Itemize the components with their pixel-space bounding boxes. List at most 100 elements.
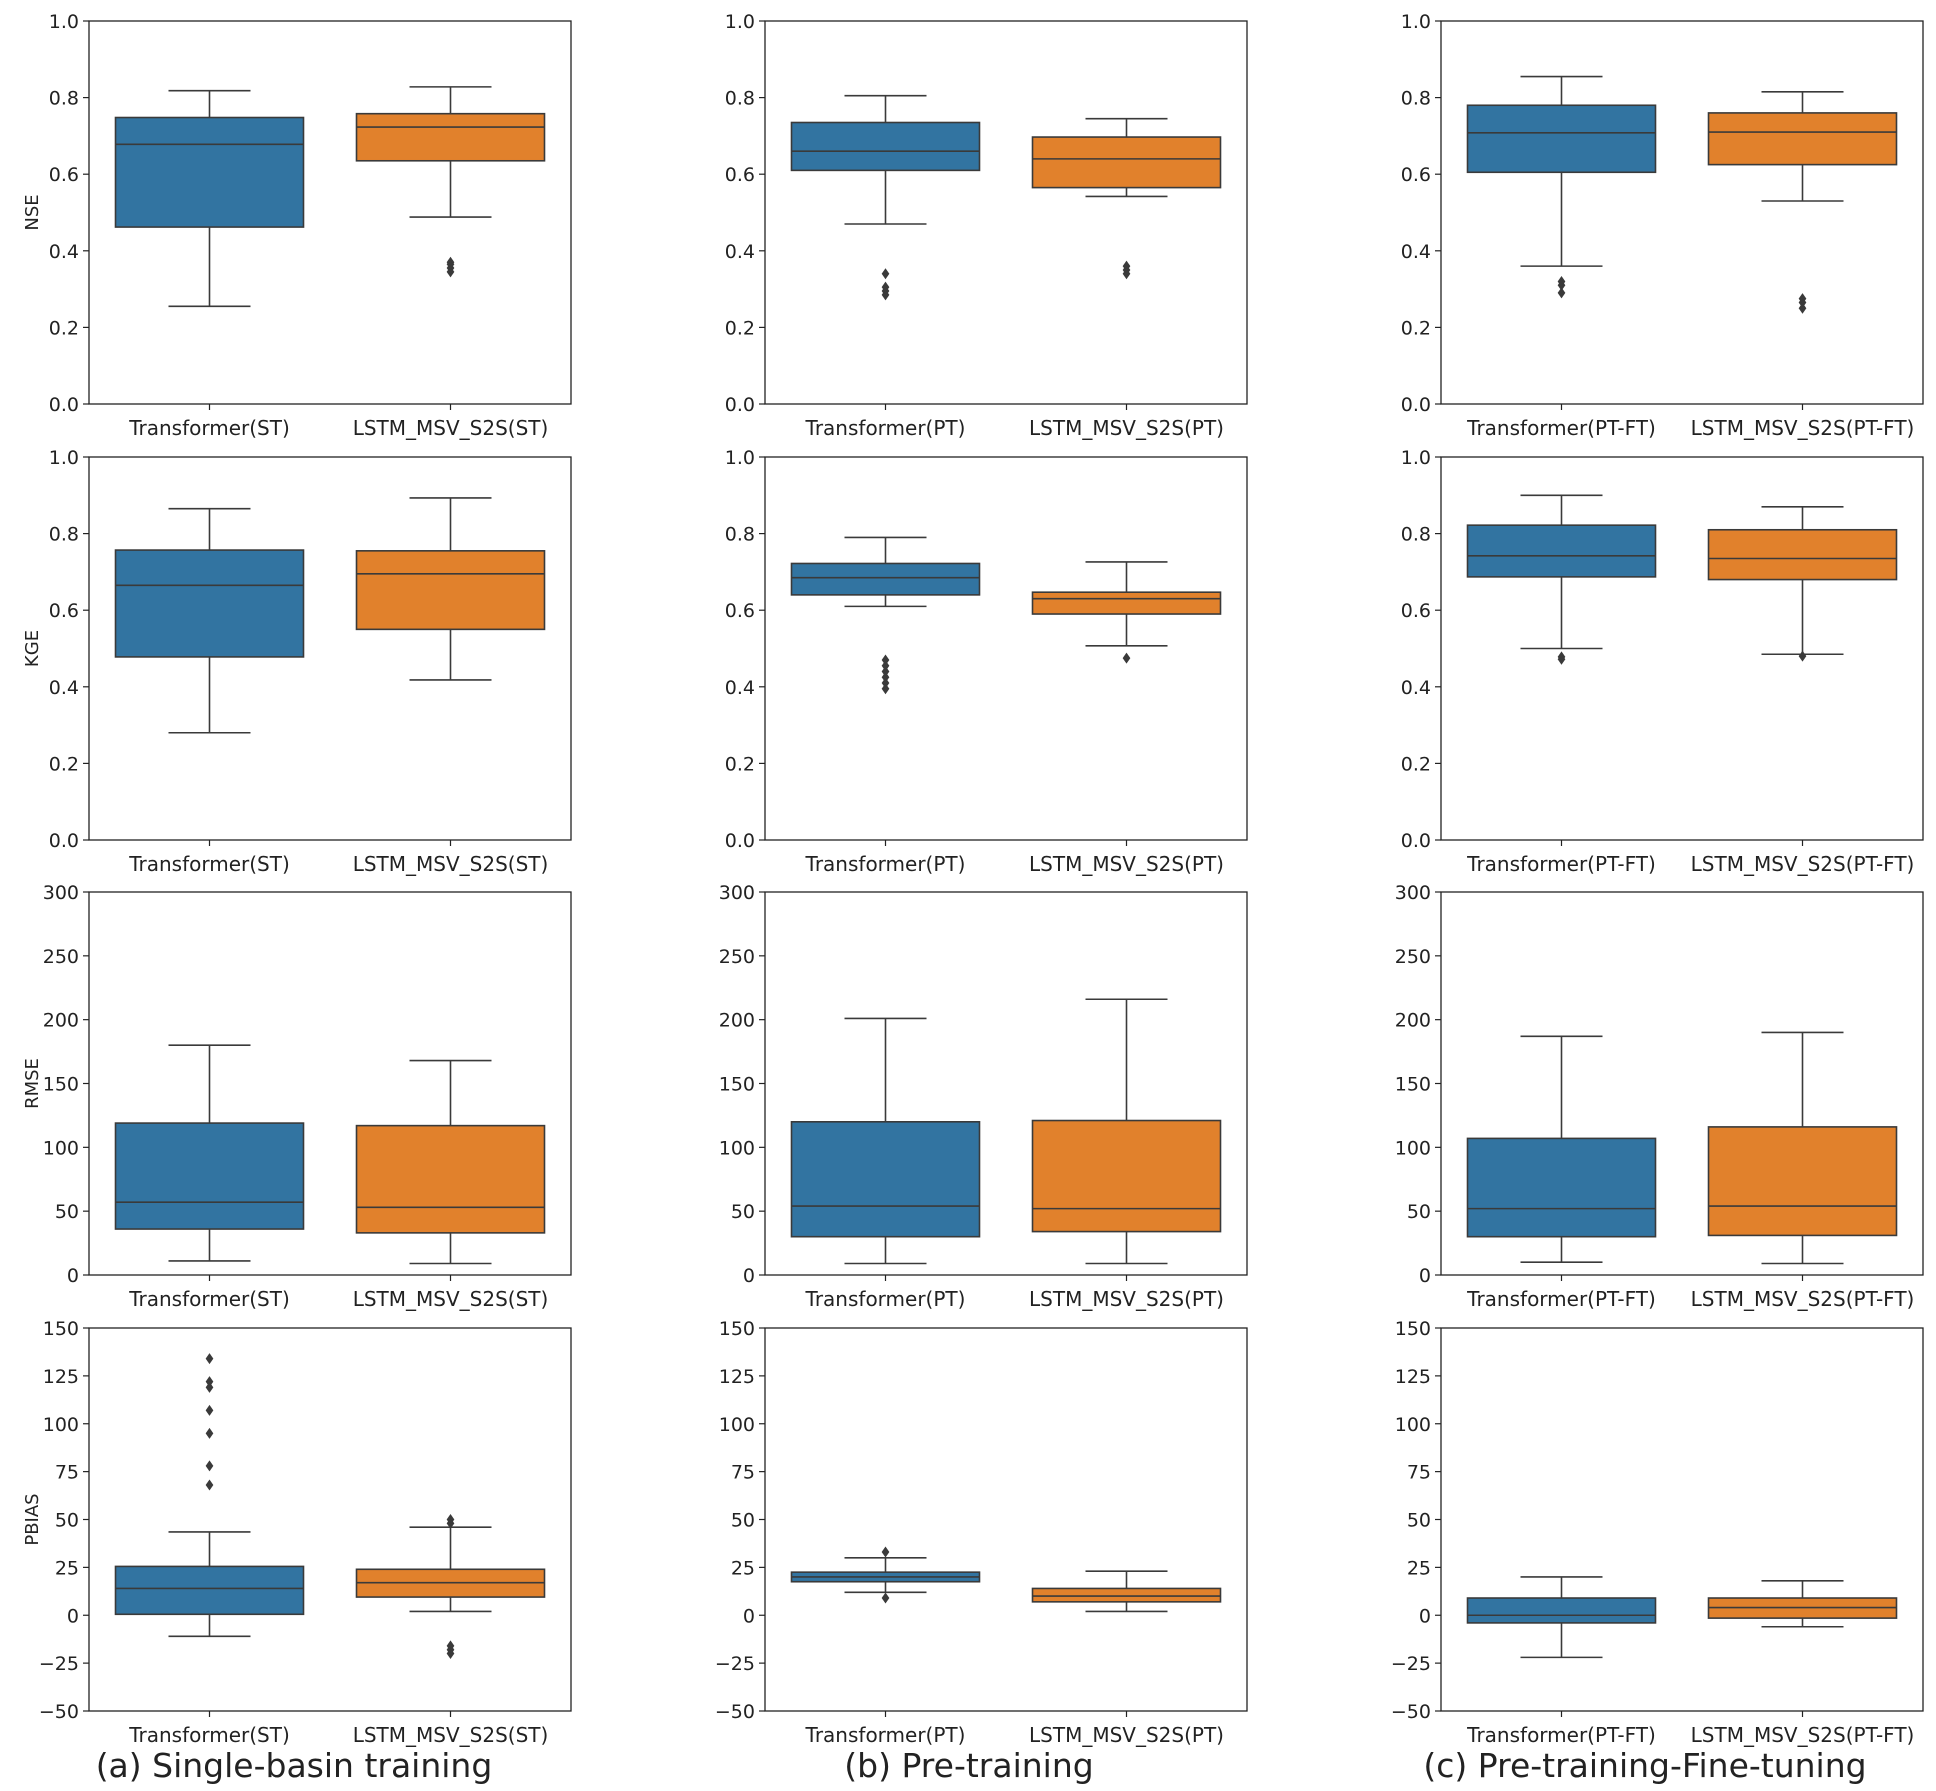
y-tick-label-pbias: −25 <box>1391 1653 1431 1675</box>
axes-frame <box>1440 456 1924 841</box>
x-category-label-lstm: LSTM_MSV_S2S(PT) <box>1029 1287 1224 1311</box>
y-tick-label-nse: 0.0 <box>725 394 755 416</box>
x-category-label-lstm: LSTM_MSV_S2S(PT) <box>1029 1723 1224 1747</box>
iqr-box <box>114 1122 305 1230</box>
box-nse-lstm <box>1031 117 1222 280</box>
x-category-label-transformer: Transformer(PT-FT) <box>1466 1723 1656 1747</box>
box-rmse-lstm <box>1031 998 1222 1265</box>
y-tick-label-kge: 0.8 <box>1401 524 1431 546</box>
outlier-point <box>205 1376 214 1388</box>
y-tick-label-pbias: 25 <box>1407 1557 1431 1579</box>
x-category-label-transformer: Transformer(PT) <box>805 1723 966 1747</box>
outlier-point <box>881 281 890 293</box>
x-category-label-transformer: Transformer(ST) <box>128 1723 290 1747</box>
y-tick-label-nse: 0.8 <box>725 88 755 110</box>
panel-nse-1: 0.0 0.2 0.4 0.6 0.8 1.0 NSE Transformer(ST) LSTM… <box>22 11 572 440</box>
box-pbias-transformer <box>114 1353 305 1638</box>
y-tick-label-nse: 1.0 <box>725 11 755 33</box>
y-tick-label-rmse: 250 <box>43 946 79 968</box>
x-category-label-transformer: Transformer(PT-FT) <box>1466 852 1656 876</box>
y-tick-label-pbias: −50 <box>39 1701 79 1723</box>
y-tick-label-kge: 0.4 <box>725 677 755 699</box>
y-tick-label-nse: 0.0 <box>49 394 79 416</box>
y-tick-label-rmse: 100 <box>719 1137 755 1159</box>
y-tick-label-kge: 0.0 <box>1401 830 1431 852</box>
outlier-point <box>205 1479 214 1491</box>
iqr-box <box>790 121 981 172</box>
caption-single-basin-training: (a) Single-basin training <box>96 1746 493 1785</box>
caption-pre-training: (b) Pre-training <box>844 1746 1093 1785</box>
outlier-point <box>881 683 890 695</box>
box-pbias-transformer <box>790 1546 981 1604</box>
y-tick-label-pbias: 25 <box>731 1557 755 1579</box>
x-category-label-transformer: Transformer(ST) <box>128 1287 290 1311</box>
x-category-label-transformer: Transformer(PT) <box>805 852 966 876</box>
y-tick-label-pbias: 0 <box>67 1605 79 1627</box>
box-pbias-lstm <box>1031 1570 1222 1613</box>
box-kge-lstm <box>355 497 546 681</box>
iqr-box <box>1466 1597 1657 1624</box>
y-axis-label-pbias: PBIAS <box>22 1493 43 1545</box>
y-tick-label-rmse: 200 <box>1395 1010 1431 1032</box>
x-category-label-lstm: LSTM_MSV_S2S(PT) <box>1029 416 1224 440</box>
y-tick-label-rmse: 150 <box>719 1074 755 1096</box>
outlier-point <box>1798 650 1807 662</box>
y-tick-label-rmse: 200 <box>719 1010 755 1032</box>
y-tick-label-kge: 0.6 <box>49 600 79 622</box>
box-kge-lstm <box>1707 505 1898 662</box>
plot-grid: 0.0 0.2 0.4 0.6 0.8 1.0 NSE Transformer(ST) LSTM… <box>22 11 1924 1747</box>
y-tick-label-nse: 0.6 <box>725 164 755 186</box>
y-tick-label-nse: 0.2 <box>1401 317 1431 339</box>
y-tick-label-kge: 0.6 <box>725 600 755 622</box>
y-tick-label-pbias: 125 <box>1395 1366 1431 1388</box>
y-tick-label-kge: 0.4 <box>49 677 79 699</box>
iqr-box <box>1707 1126 1898 1237</box>
x-category-label-transformer: Transformer(PT-FT) <box>1466 1287 1656 1311</box>
y-tick-label-kge: 0.0 <box>725 830 755 852</box>
y-tick-label-kge: 0.2 <box>49 753 79 775</box>
y-tick-label-pbias: 50 <box>55 1510 79 1532</box>
iqr-box <box>1031 591 1222 615</box>
caption-pre-training-fine-tuning: (c) Pre-training-Fine-tuning <box>1423 1746 1866 1785</box>
y-tick-label-pbias: 125 <box>719 1366 755 1388</box>
axes-frame <box>1440 1327 1924 1712</box>
box-nse-transformer <box>114 89 305 308</box>
x-category-label-lstm: LSTM_MSV_S2S(PT-FT) <box>1691 852 1915 876</box>
y-tick-label-rmse: 300 <box>719 882 755 904</box>
iqr-box <box>1707 528 1898 581</box>
axes-frame <box>1440 891 1924 1276</box>
box-rmse-lstm <box>1707 1031 1898 1265</box>
x-category-label-transformer: Transformer(PT) <box>805 1287 966 1311</box>
iqr-box <box>790 562 981 596</box>
x-category-label-lstm: LSTM_MSV_S2S(ST) <box>353 1723 549 1747</box>
panel-pbias-1: −50 −25 0 25 50 75 100 125 150 PBIAS Transformer(S… <box>22 1318 572 1747</box>
iqr-box <box>1466 1137 1657 1238</box>
y-tick-label-pbias: 75 <box>55 1462 79 1484</box>
y-tick-label-rmse: 300 <box>1395 882 1431 904</box>
iqr-box <box>1031 136 1222 189</box>
y-tick-label-rmse: 0 <box>67 1265 79 1287</box>
y-tick-label-kge: 0.2 <box>725 753 755 775</box>
y-tick-label-kge: 0.8 <box>725 524 755 546</box>
outlier-point <box>205 1381 214 1393</box>
box-kge-transformer <box>1466 494 1657 665</box>
y-tick-label-pbias: 0 <box>743 1605 755 1627</box>
y-tick-label-pbias: 100 <box>43 1414 79 1436</box>
outlier-point <box>1557 651 1566 663</box>
y-tick-label-pbias: −50 <box>715 1701 755 1723</box>
outlier-point <box>1798 293 1807 305</box>
y-tick-label-kge: 0.8 <box>49 524 79 546</box>
x-category-label-transformer: Transformer(ST) <box>128 416 290 440</box>
axes-frame <box>88 20 572 405</box>
y-tick-label-rmse: 0 <box>1419 1265 1431 1287</box>
y-tick-label-kge: 1.0 <box>1401 447 1431 469</box>
panel-pbias-2: −50 −25 0 25 50 75 100 125 150 Transformer(PT) LST… <box>715 1318 1248 1747</box>
y-tick-label-rmse: 50 <box>731 1201 755 1223</box>
box-kge-transformer <box>790 536 981 695</box>
y-tick-label-kge: 0.0 <box>49 830 79 852</box>
y-tick-label-pbias: −50 <box>1391 1701 1431 1723</box>
axes-frame <box>764 1327 1248 1712</box>
y-tick-label-pbias: 150 <box>43 1318 79 1340</box>
outlier-point <box>881 671 890 683</box>
box-nse-lstm <box>355 86 546 278</box>
